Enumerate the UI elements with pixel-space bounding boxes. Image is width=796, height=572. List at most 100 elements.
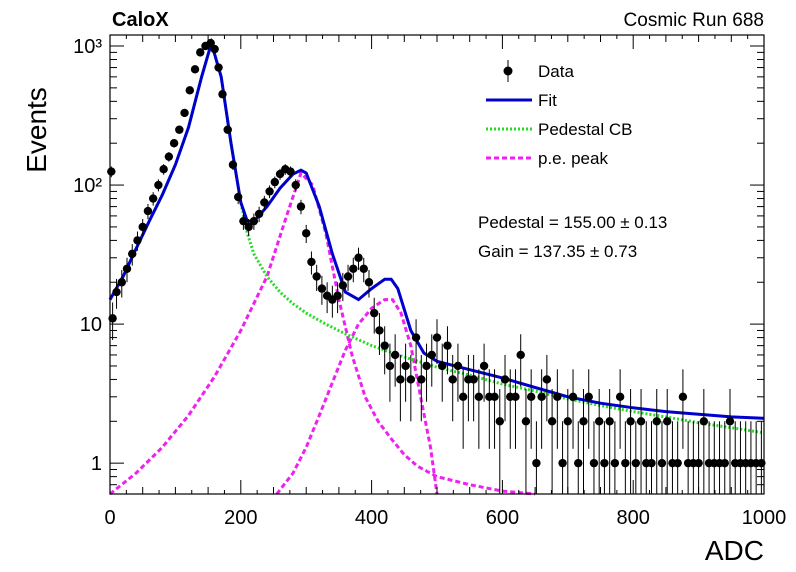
data-point [180,108,189,118]
data-point [490,369,499,449]
data-point [474,369,484,449]
data-point [511,369,520,449]
data-point [673,421,682,494]
marker [694,458,703,468]
data-point [417,354,426,422]
data-point [154,179,163,192]
marker [725,417,735,426]
data-point [610,421,620,494]
data-point [526,369,536,449]
data-point [244,218,253,237]
data-point [532,421,541,494]
data-point [657,421,667,494]
data-point [354,247,363,270]
marker [511,392,520,402]
data-point [122,257,132,283]
data-point [647,421,656,494]
marker [254,209,264,219]
data-point [406,354,416,422]
curve-p-e-peak-2 [275,298,439,495]
marker [133,236,142,245]
marker [615,392,625,402]
marker [148,194,158,203]
data-point [380,326,389,375]
marker [270,177,280,187]
data-point [148,192,158,206]
marker [214,63,223,72]
data-point [349,257,358,283]
y-tick-label: 1 [91,453,102,475]
data-point [443,326,452,375]
data-point [594,388,604,494]
marker [296,202,306,211]
data-point [720,421,729,494]
marker [610,458,620,468]
marker [260,198,269,207]
data-point [568,369,578,449]
marker [558,458,567,468]
data-point [427,334,436,387]
marker [159,165,168,174]
marker [375,326,384,335]
marker [579,417,588,426]
data-point [553,369,562,449]
marker [175,125,184,134]
data-point [143,204,153,220]
marker [652,417,661,426]
data-point [128,244,137,266]
marker [117,278,126,287]
data-point [438,343,447,402]
legend: Data Fit Pedestal CB p.e. peak [486,60,633,168]
x-tick-label: 600 [486,507,519,529]
data-point [411,319,421,364]
data-point [239,213,248,230]
data-point [333,282,342,314]
data-point [270,176,280,189]
data-point [521,388,531,494]
marker [474,392,484,402]
data-point [228,159,238,171]
marker [180,108,189,118]
marker [663,417,672,426]
marker [169,139,179,148]
data-point [453,343,463,402]
marker [302,229,311,238]
data-point [364,270,374,298]
data-point [600,421,609,494]
data-point [652,388,661,494]
marker [673,458,682,468]
data-point [678,369,688,449]
data-point [605,388,614,494]
marker [343,272,353,281]
marker [249,216,259,226]
marker [453,361,463,371]
data-point [370,297,379,334]
curves-layer [108,37,765,496]
data-point [375,313,384,355]
experiment-label: CaloX [112,9,169,31]
marker [380,341,389,350]
data-point [558,421,567,494]
data-point [307,251,316,275]
legend-label: Pedestal CB [538,120,633,139]
marker [265,187,274,196]
x-tick-label: 400 [355,507,388,529]
marker [223,125,232,134]
marker [396,375,405,384]
legend-item-fit: Fit [486,91,557,110]
data-point [286,166,295,178]
marker [210,44,219,54]
marker [291,180,300,190]
marker [128,249,137,259]
data-point [401,343,410,402]
marker [390,350,400,360]
marker [239,216,248,226]
data-point [626,388,635,494]
data-point [233,190,243,205]
data-point [317,275,327,305]
data-point [249,213,259,230]
marker [427,350,436,360]
data-point [584,369,593,449]
data-point [725,388,735,494]
marker [443,341,452,350]
